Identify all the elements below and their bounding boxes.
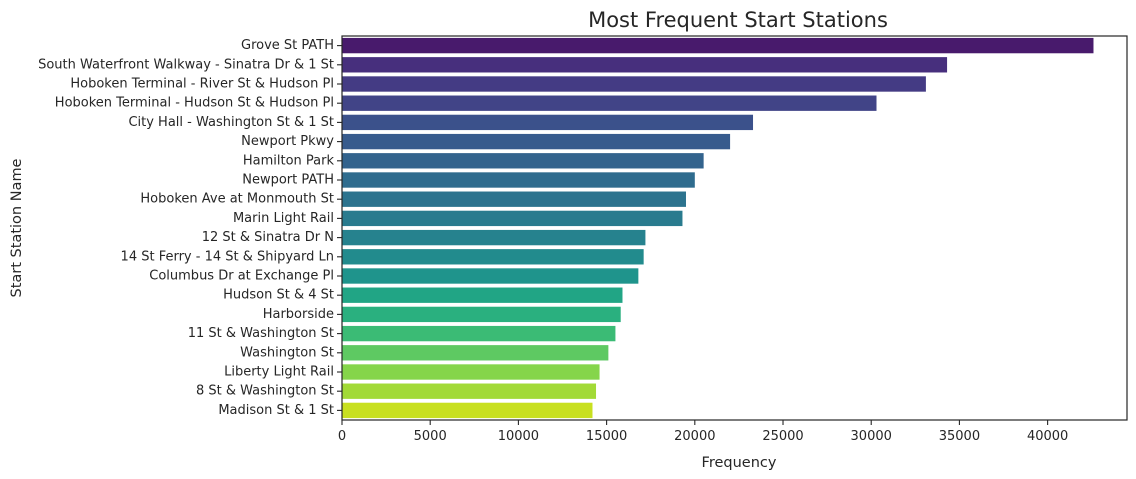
bar: [342, 191, 686, 207]
y-axis-title: Start Station Name: [9, 158, 25, 297]
plot-frame: [341, 35, 1128, 421]
y-tick-label: Hamilton Park: [243, 153, 335, 168]
bar: [342, 172, 695, 188]
x-tick-label: 15000: [586, 429, 627, 444]
bar: [342, 133, 731, 150]
y-tick-label: 12 St & Sinatra Dr N: [202, 230, 334, 245]
x-tick-label: 25000: [762, 429, 803, 444]
bar: [342, 229, 646, 246]
bar: [342, 364, 600, 380]
y-tick-label: Hudson St & 4 St: [223, 288, 334, 303]
x-tick-label: 5000: [414, 429, 447, 444]
x-tick-label: 0: [338, 429, 346, 444]
bar: [342, 153, 704, 169]
y-tick-label: Columbus Dr at Exchange Pl: [149, 269, 334, 284]
y-tick-label: 11 St & Washington St: [188, 326, 334, 341]
bars-layer: [342, 37, 1094, 419]
y-tick-label: Madison St & 1 St: [218, 403, 334, 418]
bar: [342, 37, 1094, 54]
y-tick-label: 14 St Ferry - 14 St & Shipyard Ln: [121, 249, 334, 264]
bar: [342, 268, 639, 284]
x-tick-label: 40000: [1027, 429, 1068, 444]
x-tick-label: 30000: [851, 429, 892, 444]
chart-title: Most Frequent Start Stations: [588, 8, 888, 32]
y-tick-label: City Hall - Washington St & 1 St: [128, 115, 334, 130]
x-tick-label: 35000: [939, 429, 980, 444]
y-tick-labels: Grove St PATH South Waterfront Walkway - …: [38, 38, 342, 418]
y-tick-label: Harborside: [263, 307, 334, 322]
bar: [342, 345, 609, 361]
bar: [342, 306, 621, 323]
bar: [342, 95, 877, 111]
x-axis-title: Frequency: [702, 455, 777, 471]
y-tick-label: Washington St: [240, 345, 334, 360]
y-tick-label: Liberty Light Rail: [224, 365, 334, 380]
bar: [342, 383, 597, 399]
y-tick-label: Hoboken Terminal - River St & Hudson Pl: [70, 77, 334, 92]
y-tick-label: 8 St & Washington St: [196, 384, 334, 399]
x-tick-labels: 0 5000 10000 15000 20000 25000 30000 35000 40000: [338, 420, 1068, 444]
y-tick-label: Hoboken Ave at Monmouth St: [140, 192, 334, 207]
y-tick-label: Grove St PATH: [241, 38, 334, 53]
bar: [342, 325, 616, 342]
bar: [342, 76, 926, 92]
x-tick-label: 10000: [498, 429, 539, 444]
bar: [342, 402, 593, 419]
bar: [342, 287, 623, 303]
y-tick-label: Newport Pkwy: [241, 134, 334, 149]
bar: [342, 57, 948, 73]
x-tick-label: 20000: [674, 429, 715, 444]
bar: [342, 249, 644, 265]
y-tick-label: South Waterfront Walkway - Sinatra Dr & …: [38, 57, 334, 72]
bar: [342, 114, 754, 131]
y-tick-label: Newport PATH: [242, 173, 334, 188]
bar: [342, 210, 683, 227]
y-tick-label: Marin Light Rail: [233, 211, 334, 226]
y-tick-label: Hoboken Terminal - Hudson St & Hudson Pl: [55, 96, 334, 111]
